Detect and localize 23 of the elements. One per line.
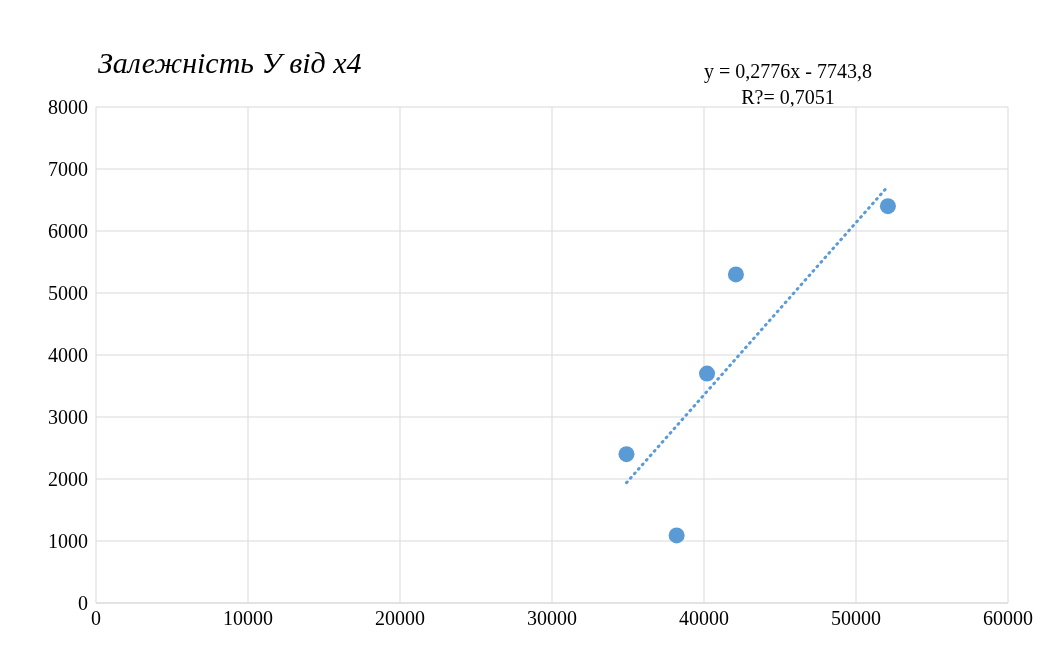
x-tick-label: 30000	[527, 607, 577, 630]
annotation: R?= 0,7051	[740, 85, 836, 110]
y-tick-label: 2000	[48, 468, 88, 491]
y-tick-label: 1000	[48, 530, 88, 553]
point	[699, 365, 716, 382]
y-tick-label: 3000	[48, 406, 88, 429]
point	[879, 198, 896, 215]
x-tick-label: 10000	[223, 607, 273, 630]
y-tick-label: 7000	[48, 158, 88, 181]
y-tick-label: 4000	[48, 344, 88, 367]
x-tick-label: 20000	[375, 607, 425, 630]
x-tick-label: 60000	[983, 607, 1033, 630]
point	[618, 446, 635, 463]
x-tick-label: 50000	[831, 607, 881, 630]
point	[727, 266, 744, 283]
x-tick-label: 40000	[679, 607, 729, 630]
y-tick-label: 6000	[48, 220, 88, 243]
point	[668, 527, 685, 544]
y-tick-label: 0	[78, 592, 88, 615]
chart-title: Залежність У від х4	[98, 46, 362, 80]
text: y = 0,2776x - 7743,8	[703, 59, 873, 84]
y-tick-label: 5000	[48, 282, 88, 305]
y-tick-label: 8000	[48, 96, 88, 119]
